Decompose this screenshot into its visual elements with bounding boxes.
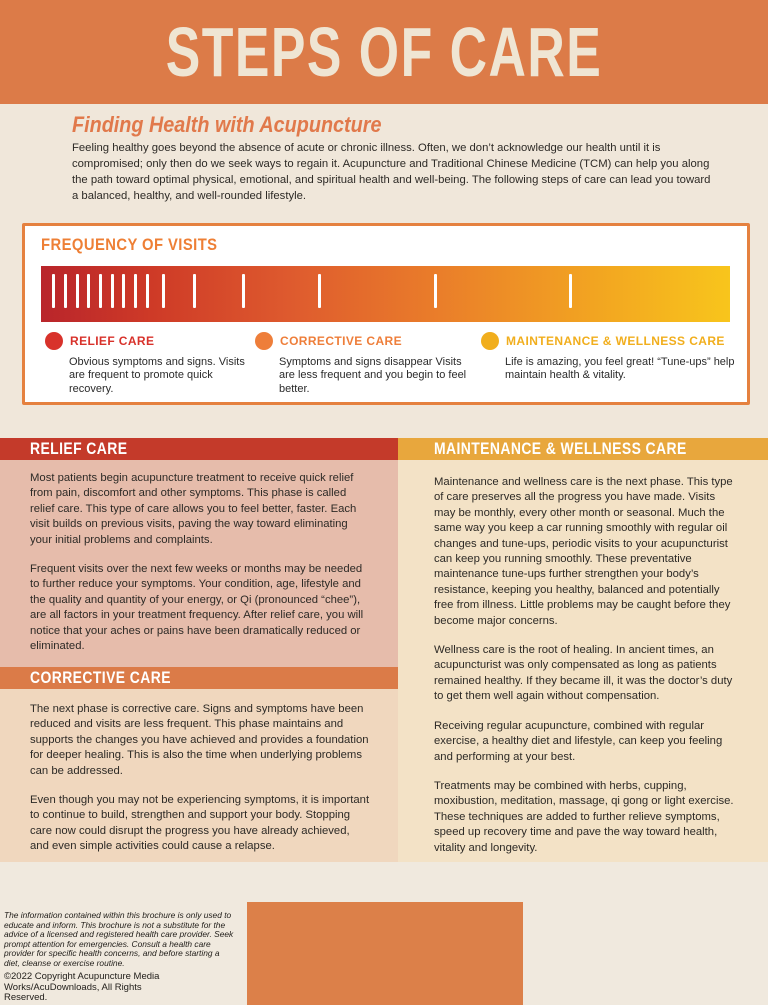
footer-orange-rectangle	[247, 902, 523, 1005]
frequency-tick-mark	[134, 274, 137, 308]
frequency-tick-mark	[162, 274, 166, 308]
legend-item-corrective-care: CORRECTIVE CARE Symptoms and signs disap…	[255, 332, 475, 396]
frequency-tick-mark	[145, 274, 149, 308]
legend-description: Obvious symptoms and signs. Visits are f…	[69, 356, 245, 395]
disclaimer-text: The information contained within this br…	[4, 910, 234, 968]
frequency-tick-mark	[52, 274, 56, 308]
paragraph: Even though you may not be experiencing …	[30, 794, 370, 853]
maintenance-wellness-dot-icon	[481, 332, 499, 350]
paragraph: Receiving regular acupuncture, combined …	[434, 719, 723, 763]
intro-heading: Finding Health with Acupuncture	[72, 112, 382, 137]
corrective-care-section-header: CORRECTIVE CARE	[0, 667, 398, 689]
frequency-title: FREQUENCY OF VISITS	[41, 235, 218, 254]
copyright-text: ©2022 Copyright Acupuncture Media Works/…	[4, 971, 160, 1004]
frequency-legend: RELIEF CARE Obvious symptoms and signs. …	[25, 332, 747, 402]
paragraph: Frequent visits over the next few weeks …	[30, 563, 364, 653]
banner: STEPS OF CARE	[0, 0, 768, 104]
legend-head: RELIEF CARE	[45, 332, 255, 350]
page-title: STEPS OF CARE	[165, 13, 603, 91]
care-sections: RELIEF CARE Most patients begin acupunct…	[0, 438, 768, 870]
paragraph: Maintenance and wellness care is the nex…	[434, 476, 733, 627]
legend-item-relief-care: RELIEF CARE Obvious symptoms and signs. …	[45, 332, 255, 396]
paragraph: The next phase is corrective care. Signs…	[30, 703, 369, 777]
frequency-tick-mark	[317, 274, 321, 308]
frequency-tick-mark	[98, 274, 102, 308]
relief-care-section-header: RELIEF CARE	[0, 438, 398, 460]
legend-label: MAINTENANCE & WELLNESS CARE	[506, 334, 725, 348]
legend-head: CORRECTIVE CARE	[255, 332, 475, 350]
section-title: MAINTENANCE & WELLNESS CARE	[434, 439, 687, 458]
legend-description: Symptoms and signs disappear Visits are …	[279, 356, 467, 395]
legend-description: Life is amazing, you feel great! “Tune-u…	[505, 356, 735, 382]
frequency-tick-mark	[87, 274, 91, 308]
footer: The information contained within this br…	[0, 862, 768, 1005]
paragraph: Most patients begin acupuncture treatmen…	[30, 472, 357, 546]
relief-care-section-body: Most patients begin acupuncture treatmen…	[0, 460, 398, 667]
frequency-tick-mark	[193, 274, 197, 308]
legend-label: RELIEF CARE	[70, 334, 155, 348]
frequency-gradient-bar	[41, 266, 730, 322]
frequency-tick-mark	[568, 274, 572, 308]
relief-care-dot-icon	[45, 332, 63, 350]
frequency-tick-mark	[242, 274, 246, 308]
right-column: MAINTENANCE & WELLNESS CARE Maintenance …	[398, 438, 768, 870]
legend-head: MAINTENANCE & WELLNESS CARE	[481, 332, 743, 350]
frequency-tick-mark	[122, 274, 126, 308]
corrective-care-dot-icon	[255, 332, 273, 350]
section-title: CORRECTIVE CARE	[30, 668, 171, 687]
maintenance-wellness-section-header: MAINTENANCE & WELLNESS CARE	[398, 438, 768, 460]
frequency-tick-mark	[76, 274, 80, 308]
corrective-care-section-body: The next phase is corrective care. Signs…	[0, 689, 398, 869]
paragraph: Treatments may be combined with herbs, c…	[434, 779, 734, 854]
section-title: RELIEF CARE	[30, 439, 128, 458]
paragraph: Wellness care is the root of healing. In…	[434, 644, 733, 703]
intro-paragraph: Feeling healthy goes beyond the absence …	[72, 142, 711, 202]
frequency-tick-mark	[433, 274, 437, 308]
legend-item-maintenance-wellness-care: MAINTENANCE & WELLNESS CARE Life is amaz…	[481, 332, 743, 383]
frequency-of-visits-box: FREQUENCY OF VISITS RELIEF CARE Obvious …	[22, 223, 750, 405]
maintenance-wellness-section-body: Maintenance and wellness care is the nex…	[398, 460, 768, 870]
frequency-tick-mark	[111, 274, 115, 308]
legend-label: CORRECTIVE CARE	[280, 334, 403, 348]
intro-section: Finding Health with Acupuncture Feeling …	[0, 104, 768, 438]
frequency-tick-mark	[63, 274, 67, 308]
left-column: RELIEF CARE Most patients begin acupunct…	[0, 438, 398, 869]
